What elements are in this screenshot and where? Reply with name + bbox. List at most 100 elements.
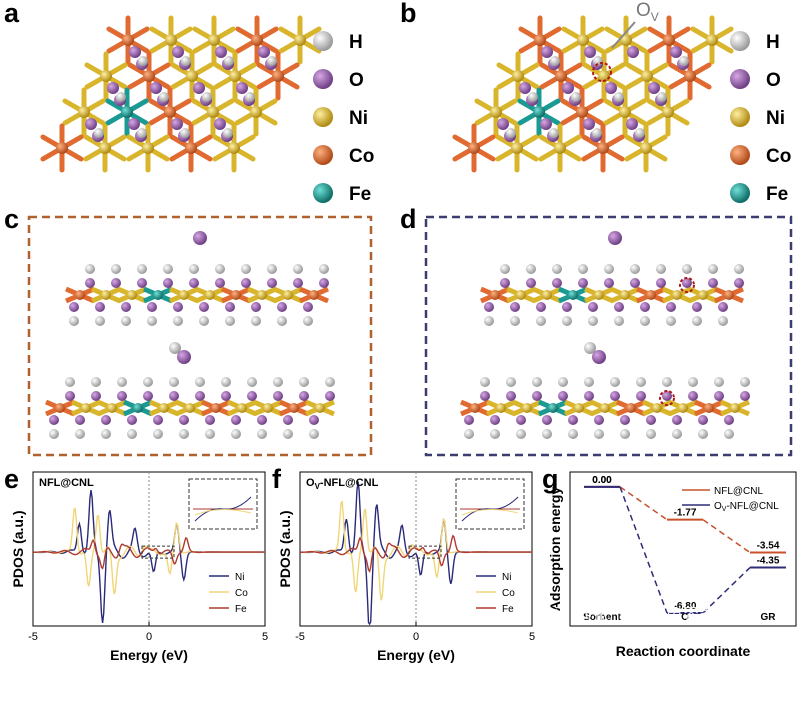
y-axis-label: PDOS (a.u.) <box>277 510 293 587</box>
metal-atom-ni <box>598 70 610 82</box>
side-oxygen-atom <box>536 302 546 312</box>
side-oxygen-atom <box>526 278 536 288</box>
side-hydrogen-atom <box>480 377 490 387</box>
side-vacancy-marker <box>679 277 695 293</box>
side-oxygen-atom <box>169 391 179 401</box>
energy-connector <box>702 567 751 614</box>
oxygen-atom <box>150 82 162 94</box>
side-oxygen-atom <box>277 302 287 312</box>
side-hydrogen-atom <box>163 264 173 274</box>
hydrogen-atom <box>116 92 126 102</box>
side-oxygen-atom <box>85 278 95 288</box>
side-oxygen-atom <box>195 391 205 401</box>
side-oxygen-atom <box>199 302 209 312</box>
legend-label-o: O <box>766 70 781 91</box>
energy-value-label: -3.54 <box>757 541 780 552</box>
side-metal-atom <box>315 403 325 413</box>
metal-atom-co <box>576 106 588 118</box>
atom-legend-b: HO Ni Co Fe <box>730 31 791 205</box>
side-metal-atom <box>470 403 480 413</box>
side-oxygen-atom <box>173 302 183 312</box>
inset-curve <box>194 509 252 516</box>
side-hydrogen-atom <box>95 316 105 326</box>
energy-value-label: 0.00 <box>592 475 612 486</box>
side-metal-atom <box>257 290 267 300</box>
side-hydrogen-atom <box>568 429 578 439</box>
oxygen-atom <box>215 46 227 58</box>
side-metal-atom <box>678 403 688 413</box>
side-hydrogen-atom <box>101 429 111 439</box>
metal-atom-ni <box>208 34 220 46</box>
legend-swatch-co <box>313 145 333 165</box>
side-hydrogen-atom <box>179 429 189 439</box>
side-oxygen-atom <box>610 391 620 401</box>
oxygen-atom <box>562 82 574 94</box>
side-hydrogen-atom <box>614 316 624 326</box>
side-hydrogen-atom <box>121 316 131 326</box>
side-metal-atom <box>55 403 65 413</box>
side-hydrogen-atom <box>199 316 209 326</box>
side-oxygen-atom <box>640 302 650 312</box>
side-oxygen-atom <box>584 391 594 401</box>
side-oxygen-atom <box>714 391 724 401</box>
metal-atom-co <box>56 142 68 154</box>
side-hydrogen-atom <box>273 377 283 387</box>
inset-curve <box>461 509 519 516</box>
vacancy-marker <box>592 62 612 82</box>
side-oxygen-atom <box>510 302 520 312</box>
panel-label-d: d <box>400 204 417 234</box>
side-oxygen-atom <box>179 415 189 425</box>
hydrogen-atom <box>267 56 277 66</box>
metal-atom-ni <box>619 106 631 118</box>
panel-e: e -5 0 5 Energy (eV) PDOS (a.u.) Ni Co Fe NFL@CN… <box>4 464 268 663</box>
metal-atom-ni <box>250 106 262 118</box>
oxygen-atom <box>583 118 595 130</box>
side-oxygen-atom <box>698 415 708 425</box>
metal-atom-co <box>534 34 546 46</box>
side-oxygen-atom <box>656 278 666 288</box>
side-metal-atom <box>490 290 500 300</box>
metal-atom-ni <box>207 106 219 118</box>
metal-atom-co <box>122 34 134 46</box>
side-metal-atom <box>704 403 714 413</box>
y-axis-label: PDOS (a.u.) <box>10 510 26 587</box>
panel-label-c: c <box>4 204 19 234</box>
metal-atom-ni <box>186 70 198 82</box>
hydrogen-atom <box>138 56 148 66</box>
side-oxygen-atom <box>247 391 257 401</box>
lattice-top-view-a <box>40 15 322 173</box>
legend-label-ni: Ni <box>235 572 244 583</box>
hydrogen-atom <box>592 128 602 138</box>
x-axis-label: Reaction coordinate <box>616 643 751 659</box>
oxygen-atom <box>584 46 596 58</box>
side-hydrogen-atom <box>682 264 692 274</box>
interlayer-hydrogen <box>584 342 596 354</box>
side-hydrogen-atom <box>91 377 101 387</box>
metal-atom-co <box>468 142 480 154</box>
side-oxygen-atom <box>215 278 225 288</box>
side-metal-atom <box>283 290 293 300</box>
side-hydrogen-atom <box>688 377 698 387</box>
side-oxygen-atom <box>127 415 137 425</box>
hydrogen-atom <box>679 56 689 66</box>
side-hydrogen-atom <box>137 264 147 274</box>
metal-atom-fe <box>121 106 133 118</box>
legend-label-ni: Ni <box>766 108 785 129</box>
side-oxygen-atom <box>121 302 131 312</box>
side-oxygen-atom <box>153 415 163 425</box>
panel-label-g: g <box>542 464 559 494</box>
side-oxygen-atom <box>69 302 79 312</box>
interlayer-oxygen <box>592 350 606 364</box>
side-hydrogen-atom <box>241 264 251 274</box>
side-oxygen-atom <box>708 278 718 288</box>
legend-label-co: Co <box>766 146 791 167</box>
side-metal-atom <box>646 290 656 300</box>
side-metal-atom <box>522 403 532 413</box>
side-oxygen-atom <box>241 278 251 288</box>
side-hydrogen-atom <box>85 264 95 274</box>
oxygen-atom <box>626 118 638 130</box>
side-metal-atom <box>205 290 215 300</box>
oxygen-atom <box>670 46 682 58</box>
side-oxygen-atom <box>293 278 303 288</box>
